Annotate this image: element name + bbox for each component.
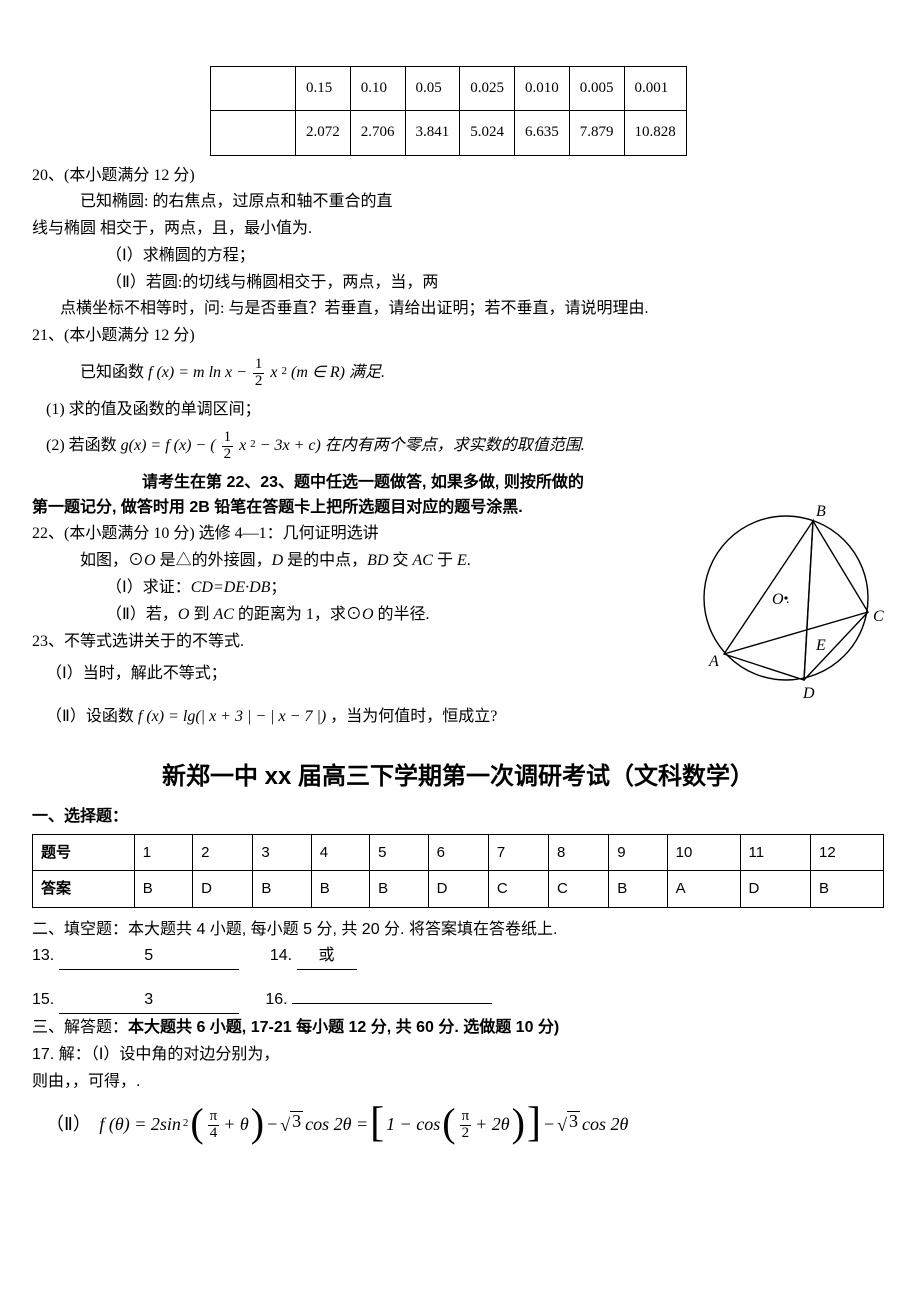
circle-diagram: B O C E D A . xyxy=(676,494,896,704)
fill-line-15-16: 15. 3 16. xyxy=(32,988,884,1014)
q21-heading: 21、(本小题满分 12 分) xyxy=(32,324,884,349)
answer-table: 题号 1 2 3 4 5 6 7 8 9 10 11 12 答案 B D B B… xyxy=(32,834,884,908)
cell: 0.05 xyxy=(405,67,460,111)
minus: − xyxy=(266,1111,278,1139)
section-3-heading: 三、解答题：本大题共 6 小题, 17-21 每小题 12 分, 共 60 分.… xyxy=(32,1016,884,1041)
text: (2) 若函数 xyxy=(46,434,117,459)
text: （Ⅱ）设函数 xyxy=(46,705,134,730)
q20-line: （Ⅰ）求椭圆的方程； xyxy=(32,244,884,269)
q17-line1: 17. 解：（Ⅰ）设中角的对边分别为， xyxy=(32,1043,884,1068)
label-O: O xyxy=(772,591,784,608)
math: g(x) = f (x) − ( xyxy=(121,434,216,459)
math: (m ∈ R) 满足. xyxy=(291,361,385,386)
note-line1: 请考生在第 22、23、题中任选一题做答, 如果多做, 则按所做的 xyxy=(32,471,884,496)
math: cos 2θ xyxy=(582,1111,628,1139)
minus: − xyxy=(543,1111,555,1139)
cell: 2.706 xyxy=(350,111,405,155)
fill-line-13-14: 13. 5 14. 或 xyxy=(32,944,884,970)
blank-13: 5 xyxy=(59,944,239,970)
label-B: B xyxy=(816,503,826,520)
fraction-half: 1 2 xyxy=(222,430,234,463)
q20-heading: 20、(本小题满分 12 分) xyxy=(32,164,884,189)
math: cos 2θ = xyxy=(305,1111,368,1139)
lead: （Ⅱ） xyxy=(46,1111,91,1139)
cell: 0.010 xyxy=(515,67,570,111)
cell: 6.635 xyxy=(515,111,570,155)
q20-line: 点横坐标不相等时，问: 与是否垂直？若垂直，请给出证明；若不垂直，请说明理由. xyxy=(32,297,884,322)
text: ，当为何值时，恒成立? xyxy=(330,705,497,730)
q23-part2: （Ⅱ）设函数 f (x) = lg(| x + 3 | − | x − 7 |)… xyxy=(32,705,884,730)
fraction-half: 1 2 xyxy=(253,357,265,390)
table-row: 0.15 0.10 0.05 0.025 0.010 0.005 0.001 xyxy=(211,67,687,111)
q21-part1: (1) 求的值及函数的单调区间； xyxy=(32,398,884,423)
blank-14: 或 xyxy=(297,944,357,970)
probability-table: 0.15 0.10 0.05 0.025 0.010 0.005 0.001 2… xyxy=(210,66,687,156)
label-D: D xyxy=(802,685,815,702)
q17-line2: 则由，，可得，. xyxy=(32,1070,884,1095)
q21-equation: 已知函数 f (x) = m ln x − 1 2 x2 (m ∈ R) 满足. xyxy=(32,357,884,390)
cell xyxy=(211,67,296,111)
blank-16 xyxy=(292,1003,492,1004)
math: x xyxy=(239,434,246,459)
cell: 0.10 xyxy=(350,67,405,111)
math: + 2θ xyxy=(475,1111,510,1139)
table-row: 2.072 2.706 3.841 5.024 6.635 7.879 10.8… xyxy=(211,111,687,155)
cell: 0.005 xyxy=(569,67,624,111)
cell: 0.15 xyxy=(296,67,351,111)
page-title: 新郑一中 xx 届高三下学期第一次调研考试（文科数学） xyxy=(32,758,884,795)
sqrt3-icon: √3 xyxy=(557,1111,580,1139)
math: + θ xyxy=(223,1111,249,1139)
section-1-heading: 一、选择题： xyxy=(32,805,884,830)
section-2-heading: 二、填空题：本大题共 4 小题, 每小题 5 分, 共 20 分. 将答案填在答… xyxy=(32,918,884,943)
math: f (x) = m ln x − xyxy=(148,361,247,386)
label-A: A xyxy=(708,653,719,670)
text: 已知函数 xyxy=(80,361,144,386)
math: x xyxy=(270,361,277,386)
cell: 10.828 xyxy=(624,111,686,155)
cell: 0.025 xyxy=(460,67,515,111)
q21-part2: (2) 若函数 g(x) = f (x) − ( 1 2 x2 − 3x + c… xyxy=(32,430,884,463)
cell: 7.879 xyxy=(569,111,624,155)
q17-equation: （Ⅱ） f (θ) = 2sin2 ( π 4 + θ ) − √3 cos 2… xyxy=(32,1104,884,1146)
table-row: 题号 1 2 3 4 5 6 7 8 9 10 11 12 xyxy=(33,835,884,871)
q20-line: 已知椭圆: 的右焦点，过原点和轴不重合的直 xyxy=(32,190,884,215)
math: − 3x + c) 在内有两个零点，求实数的取值范围. xyxy=(260,434,585,459)
math: f (x) = lg(| x + 3 | − | x − 7 |) xyxy=(138,705,326,730)
fraction-pi4: π 4 xyxy=(208,1109,220,1142)
cell: 3.841 xyxy=(405,111,460,155)
sqrt3-icon: √3 xyxy=(280,1111,303,1139)
fraction-pi2: π 2 xyxy=(460,1109,472,1142)
cell: 5.024 xyxy=(460,111,515,155)
label-C: C xyxy=(873,608,884,625)
math: 1 − cos xyxy=(386,1111,440,1139)
table-row: 答案 B D B B B D C C B A D B xyxy=(33,871,884,907)
q20-line: （Ⅱ）若圆:的切线与椭圆相交于，两点，当，两 xyxy=(32,271,884,296)
q22-block: 22、(本小题满分 10 分) 选修 4—1：几何证明选讲 如图，⊙O 是△的外… xyxy=(32,522,884,687)
svg-text:.: . xyxy=(786,592,790,607)
cell xyxy=(211,111,296,155)
blank-15: 3 xyxy=(59,988,239,1014)
math: f (θ) = 2sin xyxy=(99,1111,180,1139)
q20-line: 线与椭圆 相交于，两点，且，最小值为. xyxy=(32,217,884,242)
cell: 2.072 xyxy=(296,111,351,155)
label-E: E xyxy=(815,637,826,654)
cell: 0.001 xyxy=(624,67,686,111)
